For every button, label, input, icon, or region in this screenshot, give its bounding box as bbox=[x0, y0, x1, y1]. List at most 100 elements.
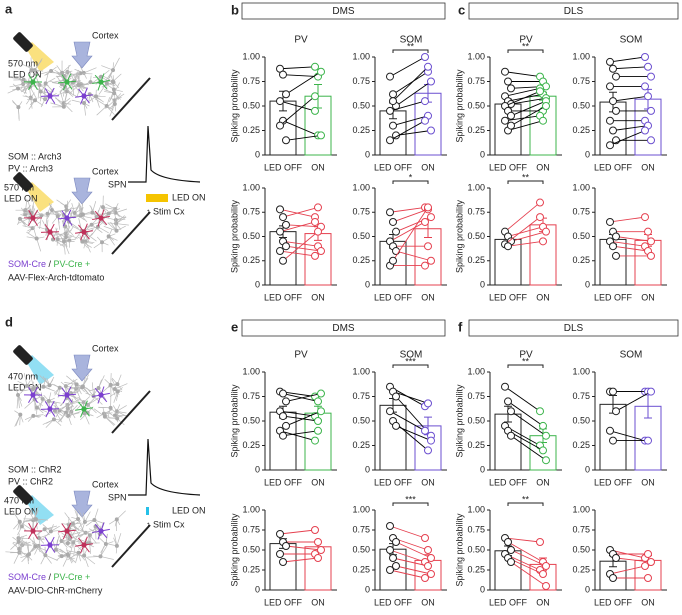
neuron bbox=[19, 524, 24, 529]
neuron-dendrite bbox=[113, 391, 119, 403]
pair-line bbox=[510, 105, 547, 126]
point-on bbox=[644, 574, 652, 582]
neuron-dendrite bbox=[13, 552, 20, 564]
y-tick-label: 1.00 bbox=[242, 51, 260, 61]
pair-line bbox=[392, 115, 429, 127]
neuron-dendrite bbox=[112, 57, 120, 71]
y-tick-label: 0.75 bbox=[467, 524, 485, 534]
point-on bbox=[421, 53, 429, 61]
neuron bbox=[31, 413, 36, 418]
neuron bbox=[90, 210, 95, 215]
point-on bbox=[539, 116, 547, 125]
point-on bbox=[641, 126, 649, 135]
neuron-dendrite bbox=[65, 226, 74, 238]
neuron bbox=[70, 521, 75, 526]
neuron bbox=[89, 222, 94, 227]
cortex-arrow bbox=[71, 490, 93, 518]
point-on bbox=[542, 227, 550, 236]
point-off bbox=[507, 546, 515, 554]
neuron bbox=[43, 81, 48, 86]
point-on bbox=[641, 82, 649, 91]
neuron bbox=[103, 542, 108, 547]
point-off bbox=[609, 126, 617, 135]
point-off bbox=[386, 208, 394, 217]
virus: AAV-Flex-Arch-tdtomato bbox=[8, 272, 104, 282]
point-off bbox=[504, 397, 512, 406]
neuron-dendrite bbox=[35, 546, 46, 556]
point-off bbox=[504, 77, 512, 86]
neuron-dendrite bbox=[77, 518, 84, 531]
x-tick-label: LED OFF bbox=[489, 162, 528, 172]
neuron-dendrite bbox=[82, 374, 89, 387]
point-off bbox=[606, 426, 614, 435]
point-on bbox=[424, 546, 432, 554]
point-off bbox=[392, 421, 400, 430]
y-tick-label: 0.50 bbox=[572, 544, 590, 554]
neuron bbox=[106, 234, 111, 239]
point-off bbox=[612, 72, 620, 81]
led-bar bbox=[146, 507, 149, 515]
neuron bbox=[59, 554, 64, 559]
point-on bbox=[536, 538, 544, 546]
neuron-dendrite bbox=[100, 545, 108, 557]
neuron bbox=[64, 79, 70, 85]
bar bbox=[379, 404, 407, 471]
neuron bbox=[72, 210, 77, 215]
point-on bbox=[314, 417, 322, 425]
neuron bbox=[110, 68, 115, 73]
x-tick-label: ON bbox=[641, 292, 655, 302]
neuron bbox=[16, 392, 21, 397]
electrode bbox=[111, 390, 151, 434]
point-on bbox=[427, 554, 435, 562]
point-on bbox=[314, 203, 322, 212]
chart-title: SOM bbox=[400, 350, 423, 361]
point-off bbox=[276, 227, 284, 236]
pair-line bbox=[285, 410, 322, 427]
x-tick-label: ON bbox=[421, 292, 435, 302]
panel-letter: b bbox=[231, 2, 239, 17]
light-beam bbox=[26, 42, 54, 72]
y-tick-label: 0.75 bbox=[572, 391, 590, 401]
cortex-label: Cortex bbox=[92, 479, 119, 489]
point-off bbox=[609, 574, 617, 582]
neuron-dendrite bbox=[29, 86, 38, 100]
neuron bbox=[64, 392, 70, 398]
x-tick-label: LED OFF bbox=[374, 477, 413, 487]
pair-line bbox=[392, 71, 429, 95]
y-tick-label: 0.50 bbox=[467, 415, 485, 425]
neuron-dendrite bbox=[57, 407, 69, 417]
pair-line bbox=[389, 221, 426, 242]
neuron bbox=[51, 417, 56, 422]
stim-label: Stim Cx bbox=[153, 206, 185, 216]
point-off bbox=[392, 227, 400, 236]
point-on bbox=[647, 72, 655, 81]
point-off bbox=[389, 217, 397, 226]
pair-line bbox=[285, 71, 322, 95]
neuron-dendrite bbox=[36, 543, 46, 556]
y-tick-label: 0.75 bbox=[467, 391, 485, 401]
neuron bbox=[63, 384, 68, 389]
neuron bbox=[34, 405, 39, 410]
pair-line bbox=[279, 250, 316, 257]
point-on bbox=[424, 446, 432, 455]
x-tick-label: ON bbox=[641, 477, 655, 487]
electrode bbox=[111, 77, 151, 121]
neuron bbox=[61, 104, 66, 109]
pair-line bbox=[609, 240, 646, 247]
y-tick-label: 0 bbox=[585, 464, 590, 474]
y-tick-label: 0.75 bbox=[242, 76, 260, 86]
point-on bbox=[427, 77, 435, 86]
point-off bbox=[386, 522, 394, 530]
y-tick-label: 1.00 bbox=[352, 366, 370, 376]
neuron bbox=[88, 80, 93, 85]
header-box bbox=[468, 319, 679, 337]
led-bar bbox=[146, 194, 168, 202]
neuron bbox=[66, 413, 71, 418]
y-axis-label: Spiking probability bbox=[454, 69, 464, 143]
neuron bbox=[59, 539, 64, 544]
y-tick-label: 0.25 bbox=[572, 440, 590, 450]
point-off bbox=[279, 389, 287, 398]
neuron-dendrite bbox=[102, 207, 110, 219]
panel-letter: e bbox=[231, 319, 238, 334]
